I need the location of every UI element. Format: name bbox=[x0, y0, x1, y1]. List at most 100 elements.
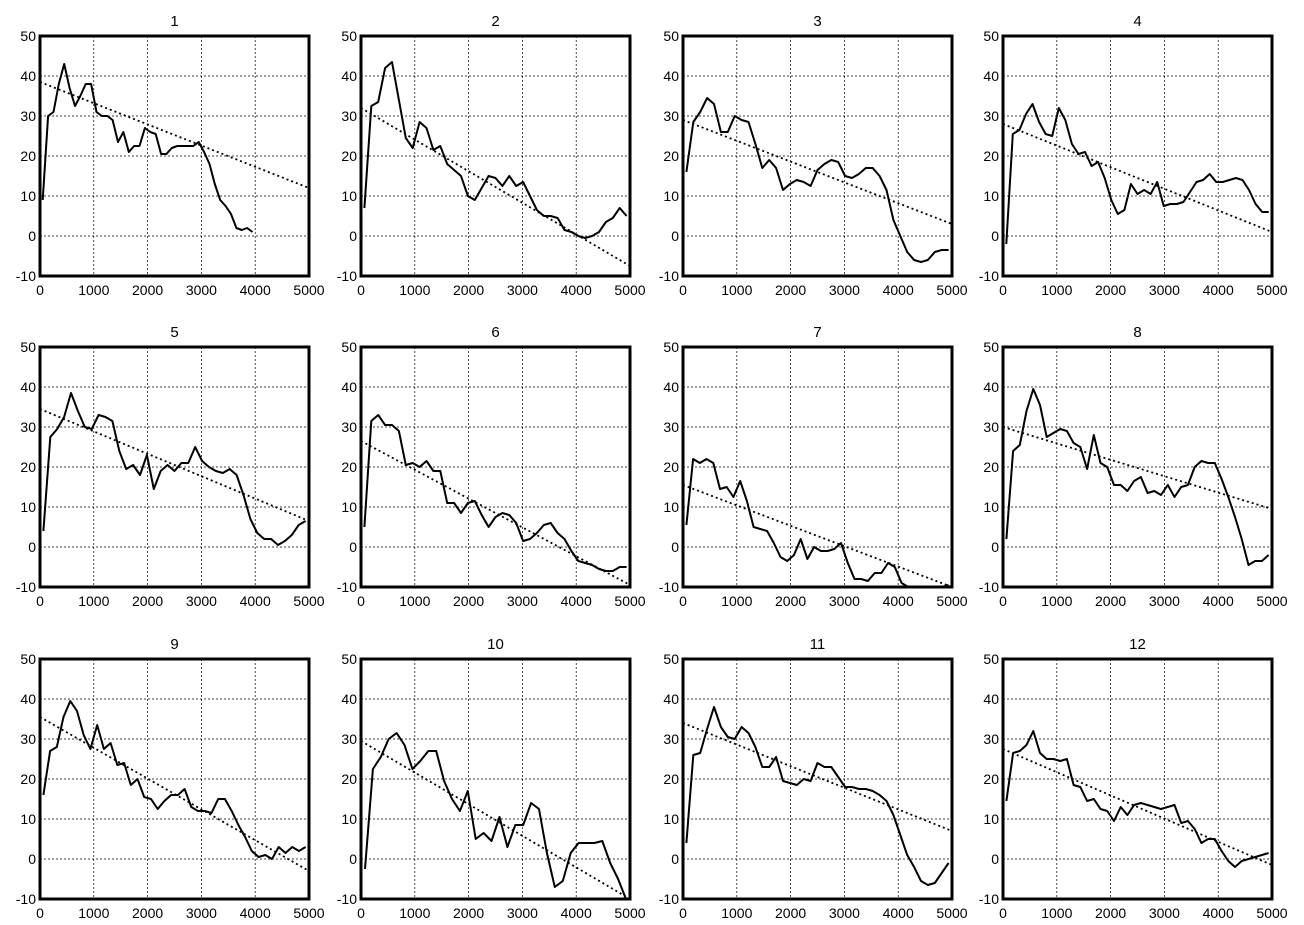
y-tick-label: 50 bbox=[341, 651, 357, 667]
x-tick-label: 4000 bbox=[1203, 593, 1234, 609]
panel-title: 10 bbox=[487, 636, 504, 653]
series-line bbox=[685, 458, 949, 587]
y-tick-label: 20 bbox=[663, 148, 679, 164]
y-tick-label: 40 bbox=[663, 379, 679, 395]
x-tick-label: 2000 bbox=[453, 282, 484, 298]
panel-title: 11 bbox=[810, 636, 826, 653]
y-tick-label: 10 bbox=[983, 811, 999, 827]
y-tick-label: 0 bbox=[28, 539, 36, 555]
x-tick-label: 5000 bbox=[614, 905, 645, 921]
y-tick-label: -10 bbox=[16, 891, 36, 907]
x-tick-label: 1000 bbox=[78, 593, 109, 609]
x-tick-label: 0 bbox=[357, 593, 365, 609]
y-tick-label: 20 bbox=[663, 771, 679, 787]
y-tick-label: 0 bbox=[671, 851, 679, 867]
x-tick-label: 3000 bbox=[186, 593, 217, 609]
x-tick-label: 3000 bbox=[507, 593, 538, 609]
y-tick-label: 0 bbox=[349, 851, 357, 867]
y-tick-label: 20 bbox=[983, 148, 999, 164]
y-tick-label: 30 bbox=[983, 419, 999, 435]
x-tick-label: 0 bbox=[357, 905, 365, 921]
y-tick-label: 10 bbox=[20, 188, 36, 204]
y-tick-label: 40 bbox=[983, 68, 999, 84]
x-tick-label: 5000 bbox=[936, 593, 967, 609]
x-tick-label: 3000 bbox=[829, 905, 860, 921]
trend-line bbox=[361, 740, 630, 899]
plot-frame bbox=[681, 657, 954, 901]
plot-frame bbox=[681, 345, 954, 589]
x-tick-label: 0 bbox=[36, 593, 44, 609]
y-tick-label: 0 bbox=[991, 851, 999, 867]
series-line bbox=[685, 97, 949, 263]
x-tick-label: 1000 bbox=[721, 593, 752, 609]
y-tick-label: 40 bbox=[983, 379, 999, 395]
y-tick-label: 30 bbox=[20, 731, 36, 747]
trend-line bbox=[1003, 426, 1272, 510]
x-tick-label: 3000 bbox=[1149, 905, 1180, 921]
x-tick-label: 5000 bbox=[1256, 905, 1287, 921]
y-tick-label: -10 bbox=[337, 579, 357, 595]
x-tick-label: 5000 bbox=[1256, 282, 1287, 298]
y-tick-label: 30 bbox=[983, 731, 999, 747]
x-tick-label: 4000 bbox=[1203, 282, 1234, 298]
y-tick-label: 0 bbox=[991, 228, 999, 244]
series-line bbox=[41, 63, 254, 233]
series-line bbox=[1005, 388, 1270, 566]
x-tick-label: 1000 bbox=[721, 905, 752, 921]
y-tick-label: -10 bbox=[979, 579, 999, 595]
x-tick-label: 2000 bbox=[132, 905, 163, 921]
x-tick-label: 4000 bbox=[561, 282, 592, 298]
plot-frame bbox=[38, 657, 311, 901]
y-tick-label: -10 bbox=[659, 891, 679, 907]
x-tick-label: 3000 bbox=[507, 282, 538, 298]
y-tick-label: 20 bbox=[341, 148, 357, 164]
x-tick-label: 2000 bbox=[1095, 282, 1126, 298]
panel-title: 12 bbox=[1129, 636, 1146, 653]
series-line bbox=[685, 706, 950, 886]
x-tick-label: 2000 bbox=[132, 593, 163, 609]
y-tick-label: 10 bbox=[20, 811, 36, 827]
y-tick-label: 40 bbox=[663, 68, 679, 84]
y-tick-label: 30 bbox=[663, 731, 679, 747]
x-tick-label: 0 bbox=[357, 282, 365, 298]
x-tick-label: 0 bbox=[999, 905, 1007, 921]
x-tick-label: 2000 bbox=[132, 282, 163, 298]
panel-title: 7 bbox=[813, 324, 821, 341]
x-tick-label: 0 bbox=[679, 905, 687, 921]
plot-frame bbox=[1001, 34, 1274, 278]
x-tick-label: 3000 bbox=[507, 905, 538, 921]
y-tick-label: -10 bbox=[16, 579, 36, 595]
y-tick-label: 10 bbox=[341, 188, 357, 204]
plot-frame bbox=[38, 345, 311, 589]
y-tick-label: 20 bbox=[663, 459, 679, 475]
y-tick-label: 20 bbox=[20, 459, 36, 475]
x-tick-label: 2000 bbox=[453, 905, 484, 921]
plot-frame bbox=[1001, 345, 1274, 589]
x-tick-label: 5000 bbox=[614, 282, 645, 298]
x-tick-label: 1000 bbox=[399, 905, 430, 921]
series-line bbox=[1005, 103, 1269, 245]
y-tick-label: 50 bbox=[663, 339, 679, 355]
trend-line bbox=[40, 408, 309, 522]
y-tick-label: -10 bbox=[979, 891, 999, 907]
y-tick-label: 10 bbox=[663, 499, 679, 515]
x-tick-label: 1000 bbox=[399, 593, 430, 609]
x-tick-label: 4000 bbox=[561, 905, 592, 921]
y-tick-label: 0 bbox=[28, 851, 36, 867]
y-tick-label: 10 bbox=[341, 499, 357, 515]
x-tick-label: 1000 bbox=[399, 282, 430, 298]
x-tick-label: 4000 bbox=[883, 905, 914, 921]
x-tick-label: 5000 bbox=[293, 905, 324, 921]
trend-line bbox=[683, 119, 952, 225]
y-tick-label: 40 bbox=[20, 68, 36, 84]
y-tick-label: -10 bbox=[979, 268, 999, 284]
x-tick-label: 0 bbox=[36, 905, 44, 921]
series-line bbox=[42, 700, 307, 860]
series-line bbox=[364, 732, 627, 899]
y-tick-label: 40 bbox=[663, 691, 679, 707]
